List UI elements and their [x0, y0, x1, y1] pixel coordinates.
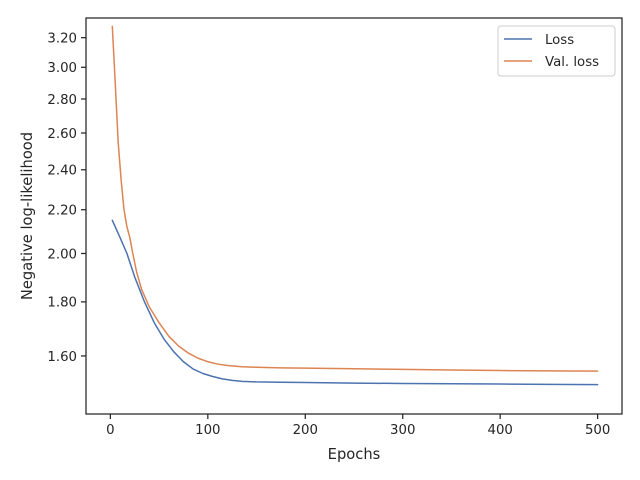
y-tick-label: 1.60 — [47, 350, 77, 365]
x-tick-label: 100 — [195, 423, 220, 438]
y-tick-label: 3.20 — [47, 31, 77, 46]
plot-area — [85, 17, 623, 415]
legend: Loss Val. loss — [497, 25, 616, 77]
y-tick-label: 2.20 — [47, 204, 77, 219]
y-tick-label: 2.40 — [47, 164, 77, 179]
x-tick-label: 400 — [487, 423, 512, 438]
y-tick-label: 1.80 — [47, 296, 77, 311]
legend-label: Val. loss — [545, 55, 599, 70]
x-axis-title: Epochs — [328, 446, 381, 463]
axes-frame — [85, 17, 623, 415]
y-tick-label: 2.60 — [47, 127, 77, 142]
x-tick-label: 300 — [390, 423, 415, 438]
x-tick-label: 500 — [585, 423, 610, 438]
x-tick-label: 200 — [293, 423, 318, 438]
series-line-2 — [111, 25, 599, 372]
axis-ticks: 0 100 200 300 400 500 1.60 1.80 2.00 2.20 2.40 2.60… — [47, 31, 610, 438]
y-tick-label: 2.00 — [47, 247, 77, 262]
y-tick-label: 2.80 — [47, 93, 77, 108]
y-axis-title: Negative log-likelihood — [19, 132, 36, 300]
series-line-1 — [111, 219, 599, 386]
x-tick-label: 0 — [106, 423, 114, 438]
legend-label: Loss — [545, 33, 574, 48]
y-tick-label: 3.00 — [47, 61, 77, 76]
